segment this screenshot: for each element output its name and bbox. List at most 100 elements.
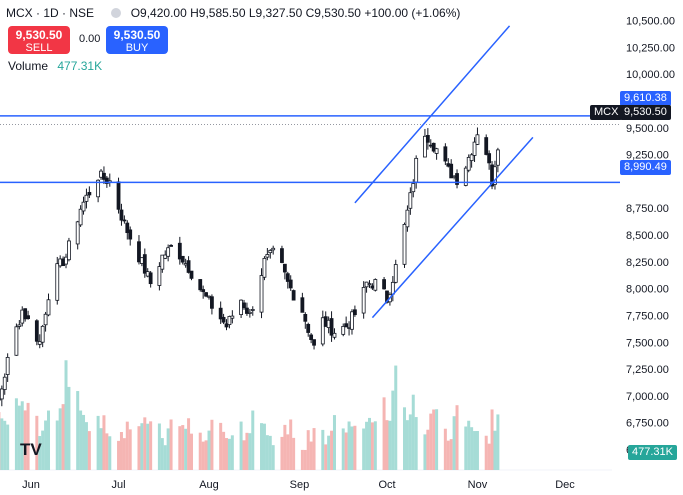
- time-axis[interactable]: Jun Jul Aug Sep Oct Nov Dec: [22, 479, 575, 491]
- candle: [288, 275, 293, 291]
- candle-body: [390, 281, 395, 295]
- volume-value: 477.31K: [57, 59, 103, 73]
- trend-line: [371, 136, 534, 319]
- volume-bar: [157, 423, 161, 470]
- candle-body: [87, 191, 92, 196]
- volume-bar: [309, 441, 313, 470]
- candle-body: [411, 183, 416, 193]
- candle: [157, 262, 162, 291]
- candle: [280, 245, 284, 264]
- candle: [37, 334, 42, 349]
- volume-bar: [169, 419, 173, 470]
- y-tick-label: 9,500.00: [626, 123, 669, 135]
- candle-body: [23, 308, 28, 320]
- y-tick-label: 7,250.00: [626, 364, 669, 376]
- volume-bar: [187, 418, 191, 470]
- candle-body: [431, 142, 436, 152]
- y-tick-label: 6,750.00: [626, 418, 669, 430]
- volume-bar: [473, 431, 477, 470]
- candle-body: [361, 287, 366, 314]
- volume-bar: [122, 438, 126, 470]
- volume-bar: [347, 421, 351, 470]
- volume-bar: [414, 417, 418, 470]
- upper-line-price-tag: 9,610.38: [620, 91, 671, 106]
- volume-bar: [204, 440, 208, 470]
- candle: [84, 188, 89, 209]
- candle-body: [84, 194, 89, 202]
- volume-bar: [306, 430, 310, 470]
- candle: [230, 310, 235, 324]
- price-axis[interactable]: 6,500.006,750.007,000.007,250.007,500.00…: [626, 16, 675, 457]
- volume-bar: [321, 429, 325, 470]
- volume-bar: [207, 430, 211, 470]
- volume-bar: [443, 428, 447, 470]
- volume-bar: [353, 425, 357, 470]
- candle: [475, 127, 480, 146]
- volume-bar: [327, 435, 331, 470]
- volume-bar: [467, 420, 471, 470]
- candle: [180, 255, 185, 265]
- volume-bar: [178, 426, 182, 470]
- volume-bar: [487, 443, 491, 470]
- candle-body: [37, 341, 42, 345]
- tradingview-logo[interactable]: TV: [20, 440, 42, 459]
- candle: [431, 142, 436, 153]
- candle-body: [443, 146, 448, 162]
- candle-body: [455, 173, 459, 185]
- candle-body: [484, 137, 489, 155]
- volume-bar: [391, 390, 395, 470]
- volume-bar: [23, 410, 27, 470]
- volume-bar: [271, 445, 275, 470]
- buy-button[interactable]: 9,530.50 BUY: [106, 26, 168, 54]
- candle-body: [55, 263, 60, 301]
- candle-body: [125, 222, 130, 234]
- volume-bar: [6, 424, 10, 470]
- candle-body: [303, 313, 308, 322]
- symbol-label[interactable]: MCX · 1D · NSE: [6, 6, 95, 20]
- volume-bar: [265, 435, 269, 470]
- candle: [493, 160, 497, 190]
- volume-bar: [262, 423, 266, 470]
- candle: [224, 319, 229, 331]
- volume-bar: [140, 423, 144, 470]
- change-value: +100.00 (+1.06%): [364, 6, 461, 20]
- volume-bar: [300, 449, 304, 470]
- volume-bar: [55, 420, 59, 470]
- volume-bar: [475, 431, 479, 470]
- candle-body: [402, 224, 407, 265]
- candle-body: [259, 275, 264, 313]
- candle: [306, 322, 311, 337]
- buy-label: BUY: [125, 42, 149, 54]
- volume-bar: [143, 417, 147, 470]
- candle: [268, 249, 273, 259]
- candle: [423, 128, 427, 158]
- volume-bar: [312, 428, 316, 470]
- candle-body: [493, 166, 497, 185]
- volume-bar: [446, 440, 450, 470]
- candle-body: [64, 256, 68, 265]
- y-tick-label: 9,250.00: [626, 150, 669, 162]
- candle-body: [5, 356, 10, 375]
- candle: [148, 271, 153, 288]
- sell-button[interactable]: 9,530.50 SELL: [8, 26, 70, 54]
- candle-body: [166, 247, 171, 257]
- volume-bar: [432, 409, 436, 470]
- candle-body: [160, 254, 165, 270]
- candle-body: [177, 242, 182, 260]
- volume-bar: [260, 423, 264, 470]
- volume-bar: [303, 449, 307, 470]
- volume-bar: [280, 436, 284, 470]
- drawing-lines[interactable]: [0, 25, 620, 319]
- candle-body: [96, 179, 101, 198]
- volume-bar: [125, 421, 129, 470]
- candle-body: [81, 201, 86, 212]
- volume-bar: [181, 425, 185, 470]
- volume-bar: [411, 394, 415, 470]
- y-tick-label: 7,750.00: [626, 310, 669, 322]
- volume-bar: [146, 423, 150, 470]
- candle: [282, 263, 287, 280]
- candle-body: [210, 296, 214, 309]
- candle: [81, 196, 86, 215]
- volume-bar: [105, 433, 109, 470]
